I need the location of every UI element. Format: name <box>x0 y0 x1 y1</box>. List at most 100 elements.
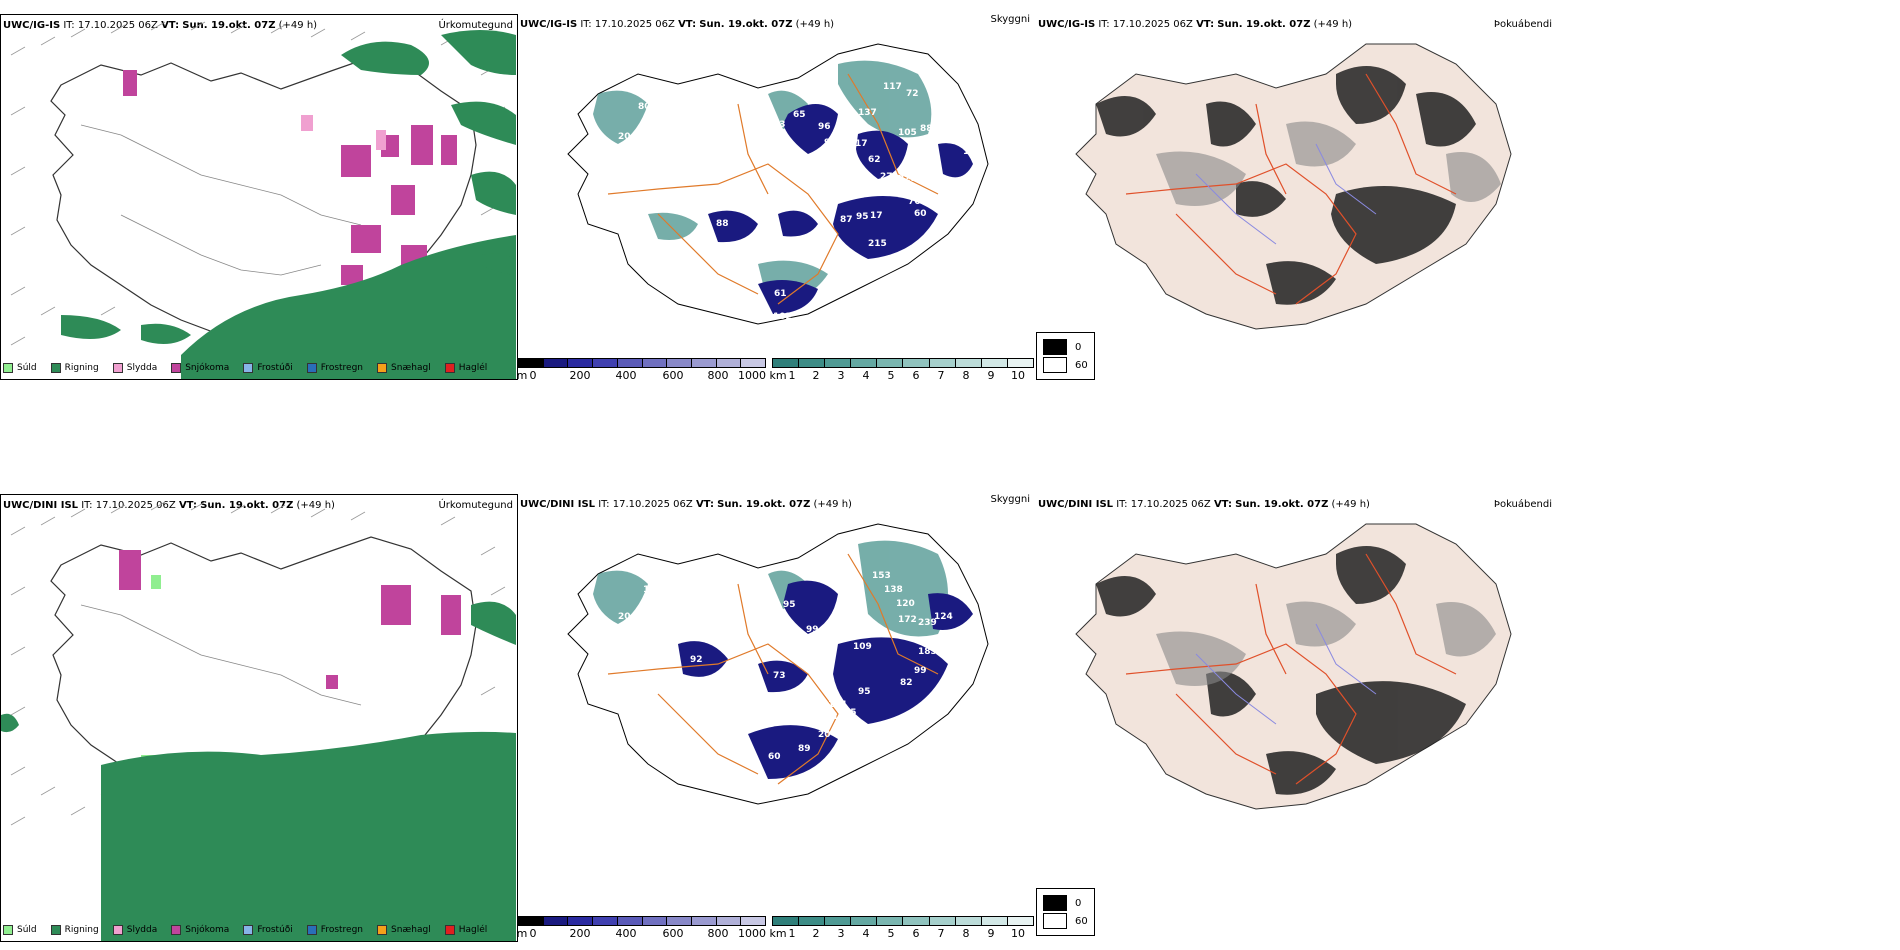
legend-item-freezing-drizzle: Frostúði <box>243 925 293 935</box>
svg-text:65: 65 <box>793 110 806 120</box>
svg-text:83: 83 <box>953 635 966 645</box>
cloud-map: 16 20 200 95 99 113 153 138 120 172 239 … <box>567 523 989 805</box>
svg-text:229: 229 <box>898 174 917 184</box>
svg-text:20: 20 <box>716 675 729 685</box>
panel-header: UWC/IG-IS IT: 17.10.2025 06Z VT: Sun. 19… <box>1038 19 1353 30</box>
height-colorbar: m 0 200 400 600 800 1000 <box>518 358 766 380</box>
visibility-colorbar-strip <box>772 358 1034 368</box>
svg-text:60: 60 <box>914 209 927 219</box>
svg-text:60: 60 <box>768 752 781 762</box>
svg-text:95: 95 <box>783 600 796 610</box>
legend-item-snow-pellets: Snæhagl <box>377 363 431 373</box>
panel-header: UWC/DINI ISL IT: 17.10.2025 06Z VT: Sun.… <box>520 499 852 510</box>
svg-text:12: 12 <box>963 147 976 157</box>
fog-title: Þokuábendi <box>1493 19 1552 30</box>
precip-title: Úrkomutegund <box>438 500 513 511</box>
svg-text:20: 20 <box>818 730 831 740</box>
cloud-title: Skyggni <box>990 14 1030 25</box>
precip-legend: Súld Rigning Slydda Snjókoma Frostúði Fr… <box>3 925 487 935</box>
visibility-colorbar: km 1 2 3 4 5 6 7 8 9 10 <box>769 358 1034 380</box>
svg-text:137: 137 <box>858 108 877 118</box>
legend-item-freezing-rain: Frostregn <box>306 363 363 373</box>
svg-text:72: 72 <box>906 89 919 99</box>
svg-text:215: 215 <box>868 239 887 249</box>
svg-text:61: 61 <box>774 289 787 299</box>
visibility-colorbar: km 1 2 3 4 5 6 7 8 9 10 <box>769 916 1034 940</box>
legend-item-drizzle: Súld <box>3 363 37 373</box>
svg-text:271: 271 <box>880 172 899 182</box>
svg-text:88: 88 <box>716 219 729 229</box>
svg-text:95: 95 <box>856 212 869 222</box>
fog-map <box>1075 43 1512 330</box>
cloud-title: Skyggni <box>990 494 1030 505</box>
svg-text:153: 153 <box>872 571 891 581</box>
svg-text:102: 102 <box>773 312 792 322</box>
svg-text:200: 200 <box>626 637 645 647</box>
svg-text:83: 83 <box>773 120 786 130</box>
cloud-panel-row1: UWC/IG-IS IT: 17.10.2025 06Z VT: Sun. 19… <box>518 14 1036 380</box>
svg-text:82: 82 <box>900 678 913 688</box>
precip-map <box>1 501 516 941</box>
precip-panel-row1: UWC/IG-IS IT: 17.10.2025 06Z VT: Sun. 19… <box>0 14 518 380</box>
fog-panel-row1: UWC/IG-IS IT: 17.10.2025 06Z VT: Sun. 19… <box>1036 14 1556 380</box>
svg-text:172: 172 <box>898 615 917 625</box>
legend-item-sleet: Slydda <box>112 925 157 935</box>
precip-title: Úrkomutegund <box>438 20 513 31</box>
svg-text:185: 185 <box>918 647 937 657</box>
svg-text:79: 79 <box>796 204 809 214</box>
height-colorbar-strip <box>518 916 766 926</box>
svg-text:76: 76 <box>908 197 921 207</box>
legend-item-sleet: Slydda <box>112 363 157 373</box>
panel-header: UWC/DINI ISL IT: 17.10.2025 06Z VT: Sun.… <box>1038 499 1370 510</box>
svg-text:20: 20 <box>618 612 631 622</box>
svg-text:92: 92 <box>824 138 837 148</box>
svg-text:17: 17 <box>855 139 868 149</box>
svg-text:83: 83 <box>815 194 828 204</box>
fog-legend: 0 60 <box>1036 888 1095 936</box>
svg-text:85: 85 <box>844 708 857 718</box>
svg-text:117: 117 <box>883 82 902 92</box>
legend-item-freezing-drizzle: Frostúði <box>243 363 293 373</box>
svg-text:20: 20 <box>618 132 631 142</box>
svg-text:16: 16 <box>643 585 656 595</box>
fog-panel-row2: UWC/DINI ISL IT: 17.10.2025 06Z VT: Sun.… <box>1036 494 1556 942</box>
legend-item-snow: Snjókoma <box>171 363 229 373</box>
svg-text:88: 88 <box>920 124 933 134</box>
legend-item-snow: Snjókoma <box>171 925 229 935</box>
cloud-map: 80 20 83 65 96 92 117 137 105 88 72 62 2… <box>567 43 989 325</box>
cloud-panel-row2: UWC/DINI ISL IT: 17.10.2025 06Z VT: Sun.… <box>518 494 1036 942</box>
fog-legend: 0 60 <box>1036 332 1095 380</box>
panel-header: UWC/DINI ISL IT: 17.10.2025 06Z VT: Sun.… <box>3 500 335 511</box>
svg-text:113: 113 <box>830 615 849 625</box>
precip-legend: Súld Rigning Slydda Snjókoma Frostúði Fr… <box>3 363 487 373</box>
panel-header: UWC/IG-IS IT: 17.10.2025 06Z VT: Sun. 19… <box>3 20 318 31</box>
height-colorbar: m 0 200 400 600 800 1000 <box>518 916 766 940</box>
legend-item-hail: Haglél <box>444 363 487 373</box>
legend-item-freezing-rain: Frostregn <box>306 925 363 935</box>
svg-text:73: 73 <box>773 671 786 681</box>
svg-text:95: 95 <box>858 687 871 697</box>
svg-text:87: 87 <box>840 215 853 225</box>
legend-item-rain: Rigning <box>50 363 99 373</box>
svg-text:124: 124 <box>934 612 953 622</box>
svg-text:120: 120 <box>896 599 915 609</box>
legend-item-rain: Rigning <box>50 925 99 935</box>
svg-text:104: 104 <box>828 700 847 710</box>
legend-item-snow-pellets: Snæhagl <box>377 925 431 935</box>
svg-text:105: 105 <box>898 128 917 138</box>
svg-text:96: 96 <box>818 122 831 132</box>
svg-text:11: 11 <box>826 712 839 722</box>
fog-title: Þokuábendi <box>1493 499 1552 510</box>
svg-text:142: 142 <box>864 727 883 737</box>
precip-map <box>10 21 516 379</box>
svg-text:239: 239 <box>918 618 937 628</box>
svg-text:138: 138 <box>884 585 903 595</box>
legend-item-hail: Haglél <box>444 925 487 935</box>
panel-header: UWC/IG-IS IT: 17.10.2025 06Z VT: Sun. 19… <box>520 19 835 30</box>
visibility-colorbar-strip <box>772 916 1034 926</box>
svg-text:99: 99 <box>914 666 927 676</box>
fog-map <box>1075 523 1512 810</box>
svg-text:80: 80 <box>638 102 651 112</box>
svg-text:92: 92 <box>690 655 703 665</box>
svg-text:109: 109 <box>853 642 872 652</box>
